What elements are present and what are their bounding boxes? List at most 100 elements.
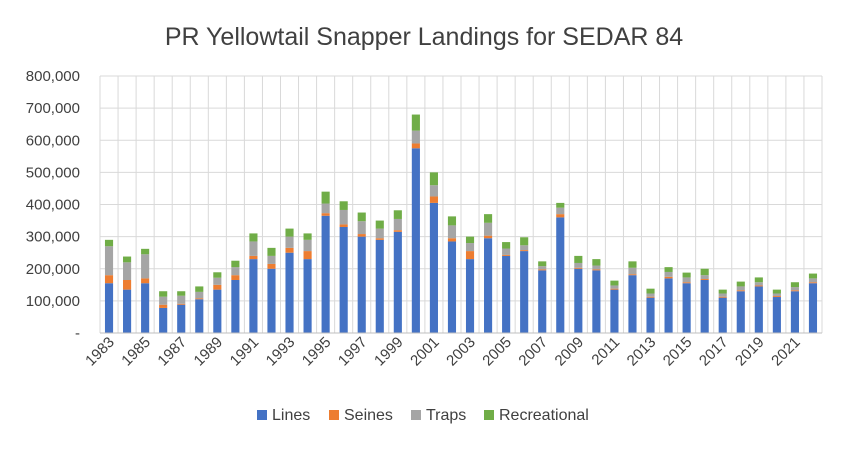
bar-seines-1995 — [321, 213, 330, 216]
bar-recreational-2003 — [465, 236, 475, 244]
bar-seines-1991 — [249, 255, 258, 260]
bar-recreational-1994 — [303, 233, 312, 240]
bar-lines-2004 — [484, 238, 493, 333]
bars — [104, 114, 818, 333]
x-tick-label: 1993 — [263, 334, 299, 370]
y-tick-label: - — [75, 325, 80, 342]
bar-seines-1986 — [159, 304, 168, 308]
bar-traps-2018 — [736, 286, 745, 291]
bar-seines-2004 — [484, 235, 493, 239]
x-tick-label: 2011 — [588, 334, 623, 369]
bar-lines-2019 — [754, 286, 763, 333]
bar-recreational-1989 — [213, 272, 222, 278]
bar-lines-1987 — [177, 304, 186, 333]
x-tick-label: 2019 — [732, 334, 768, 370]
bar-seines-2015 — [682, 282, 691, 284]
bar-seines-2020 — [772, 296, 781, 298]
bar-lines-2003 — [465, 259, 475, 333]
bar-traps-1999 — [393, 218, 402, 231]
legend-label-traps: Traps — [426, 407, 466, 424]
x-tick-label: 2005 — [479, 334, 515, 370]
legend-label-recreational: Recreational — [499, 407, 589, 424]
x-tick-label: 2017 — [696, 334, 732, 370]
bar-lines-2014 — [664, 278, 673, 333]
bar-traps-1986 — [159, 296, 168, 305]
bar-traps-2006 — [520, 245, 529, 251]
bar-lines-1997 — [357, 236, 366, 333]
bar-lines-2011 — [610, 289, 619, 333]
bar-lines-1996 — [339, 226, 348, 333]
bar-lines-1983 — [104, 283, 114, 333]
bar-recreational-1984 — [123, 256, 132, 263]
legend-swatch-lines — [257, 410, 267, 420]
bar-traps-2014 — [664, 271, 673, 277]
bar-traps-1998 — [375, 228, 384, 239]
bar-traps-1984 — [123, 262, 132, 280]
x-tick-label: 2015 — [660, 334, 696, 370]
y-tick-label: 100,000 — [26, 293, 80, 310]
y-tick-label: 300,000 — [26, 229, 80, 246]
bar-lines-2021 — [790, 291, 799, 333]
bar-seines-1984 — [123, 279, 132, 290]
bar-seines-2001 — [429, 196, 438, 203]
bar-seines-2005 — [502, 254, 511, 256]
bar-recreational-2000 — [411, 114, 420, 131]
y-tick-label: 800,000 — [26, 68, 80, 85]
bar-lines-2013 — [646, 297, 655, 333]
bar-recreational-2004 — [484, 214, 493, 223]
bar-lines-1989 — [213, 289, 222, 333]
bar-lines-2010 — [592, 270, 601, 333]
bar-traps-2000 — [411, 130, 420, 144]
bar-traps-2017 — [718, 293, 727, 297]
x-tick-label: 1999 — [371, 334, 407, 370]
bar-lines-2017 — [718, 297, 727, 333]
bar-lines-1999 — [393, 231, 402, 333]
y-tick-label: 200,000 — [26, 261, 80, 278]
legend-label-lines: Lines — [272, 407, 310, 424]
bar-seines-2008 — [556, 214, 565, 218]
bar-traps-1989 — [213, 277, 222, 285]
bar-traps-2002 — [447, 225, 457, 239]
bar-seines-2016 — [700, 279, 709, 280]
bar-seines-1992 — [267, 263, 276, 269]
bar-traps-1991 — [249, 241, 258, 256]
x-tick-label: 2001 — [407, 334, 443, 370]
bar-lines-1984 — [123, 289, 132, 333]
legend-swatch-seines — [329, 410, 339, 420]
bar-recreational-2005 — [502, 242, 511, 249]
x-tick-label: 2003 — [443, 334, 479, 370]
bar-traps-1992 — [267, 255, 276, 264]
bar-seines-2021 — [790, 290, 799, 292]
bar-traps-1997 — [357, 221, 366, 235]
bar-seines-1994 — [303, 251, 312, 260]
bar-traps-1988 — [195, 291, 204, 299]
bar-lines-1993 — [285, 252, 294, 333]
bar-lines-2001 — [429, 202, 438, 333]
bar-traps-1983 — [104, 246, 114, 276]
bar-traps-2003 — [465, 243, 475, 252]
bar-traps-2013 — [646, 293, 655, 297]
x-tick-label: 2021 — [768, 334, 804, 370]
x-tick-label: 2009 — [552, 334, 588, 370]
bar-traps-2016 — [700, 275, 709, 280]
bar-lines-1990 — [231, 279, 240, 333]
y-tick-label: 700,000 — [26, 100, 80, 117]
bar-seines-1997 — [357, 234, 366, 237]
bar-recreational-2012 — [628, 261, 637, 268]
bar-traps-2022 — [808, 278, 818, 283]
bar-seines-2014 — [664, 276, 673, 279]
bar-seines-1983 — [104, 275, 114, 284]
bar-seines-2022 — [808, 282, 818, 284]
bar-traps-2021 — [790, 287, 799, 291]
bar-lines-1986 — [159, 307, 168, 333]
bar-traps-2020 — [772, 293, 781, 297]
x-tick-label: 1985 — [118, 334, 154, 370]
bar-traps-2008 — [556, 207, 565, 215]
gridlines — [99, 75, 823, 334]
bar-recreational-1983 — [104, 239, 114, 247]
bar-recreational-2013 — [646, 288, 655, 294]
x-tick-label: 1991 — [227, 334, 263, 370]
bar-lines-2000 — [411, 148, 420, 333]
bar-traps-2005 — [502, 248, 511, 255]
